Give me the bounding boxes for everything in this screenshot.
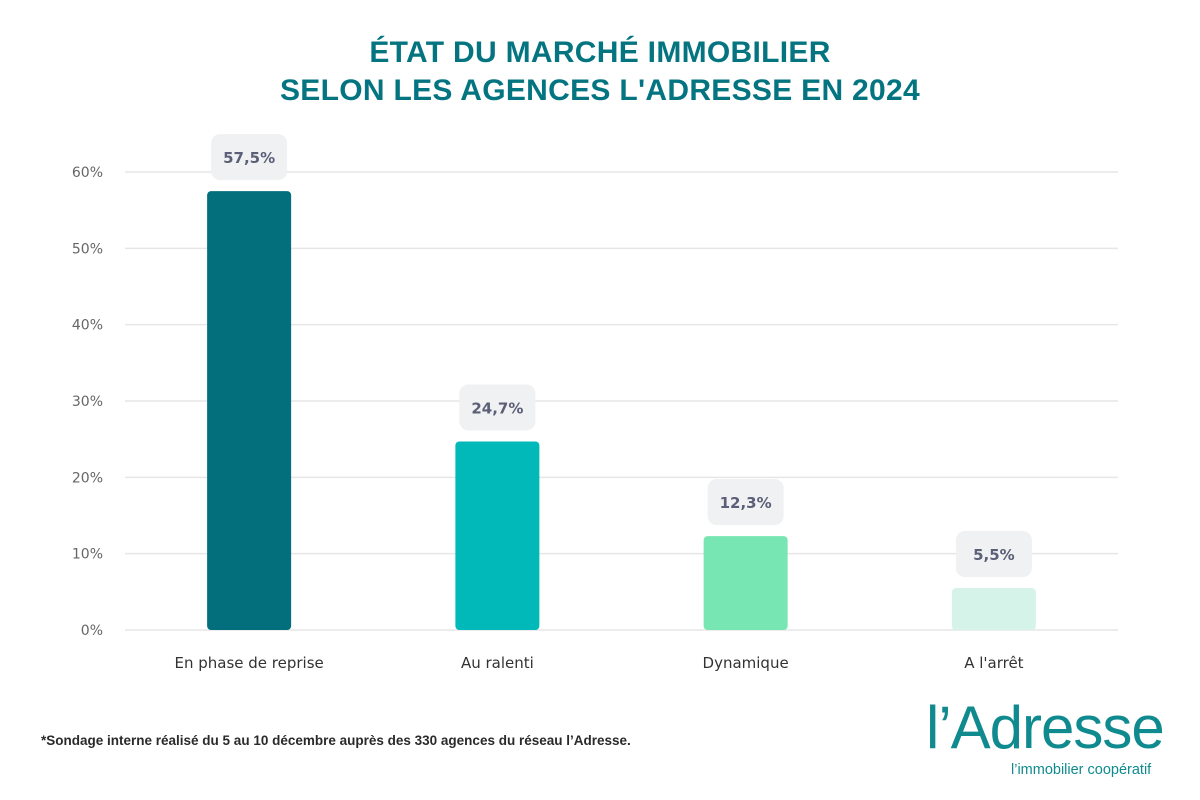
logo-wordmark: l’Adresse <box>926 694 1165 761</box>
bar <box>207 191 292 631</box>
data-label-badge <box>211 134 288 181</box>
data-label: 24,7% <box>471 399 523 417</box>
x-tick-label: Dynamique <box>703 654 789 672</box>
y-tick-label: 10% <box>72 547 103 563</box>
x-tick-label: A l'arrêt <box>964 654 1023 672</box>
bar <box>455 441 540 630</box>
bar-chart: 0% 10% 20% 30% 40% 50% 60% 57,5% En phase de rep… <box>72 134 1118 672</box>
y-tick-label: 20% <box>72 470 103 486</box>
data-label-badge <box>955 531 1032 578</box>
y-tick-label: 50% <box>72 241 103 257</box>
y-tick-label: 30% <box>72 394 103 410</box>
brand-logo: l’Adresse l’immobilier coopératif <box>926 698 1166 782</box>
data-label-badge <box>459 384 536 431</box>
bar <box>951 588 1036 630</box>
chart-title-line-2: SELON LES AGENCES L'ADRESSE EN 2024 <box>279 74 921 107</box>
y-tick-label: 0% <box>81 623 103 639</box>
logo-tagline: l’immobilier coopératif <box>1011 762 1152 778</box>
y-tick-label: 40% <box>72 318 103 334</box>
bar <box>703 536 788 630</box>
data-label-badge <box>707 479 784 526</box>
x-tick-label: Au ralenti <box>461 654 534 672</box>
chart-title: ÉTAT DU MARCHÉ IMMOBILIER SELON LES AGEN… <box>0 34 1200 110</box>
data-label: 57,5% <box>223 149 275 167</box>
footnote: *Sondage interne réalisé du 5 au 10 déce… <box>41 733 631 748</box>
chart-title-line-1: ÉTAT DU MARCHÉ IMMOBILIER <box>369 36 831 69</box>
data-label: 5,5% <box>973 546 1015 564</box>
y-tick-label: 60% <box>72 165 103 181</box>
x-tick-label: En phase de reprise <box>174 654 323 672</box>
data-label: 12,3% <box>720 494 772 512</box>
